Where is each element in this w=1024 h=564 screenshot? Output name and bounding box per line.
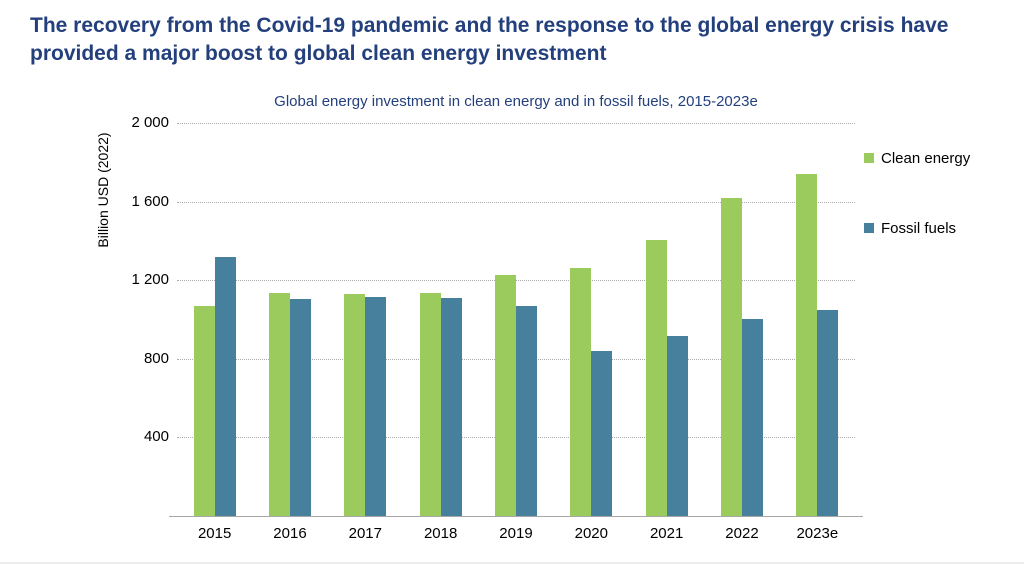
- legend-label: Fossil fuels: [881, 219, 957, 237]
- page-title: The recovery from the Covid-19 pandemic …: [30, 14, 949, 65]
- legend-item-clean-energy: Clean energy: [864, 149, 970, 167]
- y-tick-label-2000: 2 000: [131, 114, 169, 131]
- bar-fossil-fuels-2019: [516, 305, 537, 516]
- legend-item-fossil-fuels: Fossil fuels: [864, 219, 956, 237]
- x-tick-label-2021: 2021: [649, 525, 684, 542]
- y-tick-label-800: 800: [143, 349, 169, 367]
- x-tick-label-2018: 2018: [423, 525, 458, 542]
- x-tick-label-2016: 2016: [273, 525, 307, 542]
- gridline-2000: [177, 123, 855, 124]
- legend-swatch-icon: [864, 153, 874, 163]
- legend-label: Clean energy: [881, 149, 971, 167]
- bar-clean-energy-2017: [344, 293, 366, 516]
- bar-fossil-fuels-2021: [666, 336, 688, 516]
- bar-clean-energy-2023e: [796, 174, 818, 516]
- bar-fossil-fuels-2017: [365, 296, 387, 516]
- bar-fossil-fuels-2022: [742, 318, 763, 516]
- bar-clean-energy-2019: [495, 275, 516, 516]
- y-tick-label-1200: 1 200: [131, 271, 169, 289]
- y-tick-label-400: 400: [143, 428, 169, 446]
- y-axis-label: Billion USD (2022): [95, 132, 111, 248]
- gridline-1600: [177, 201, 855, 203]
- x-tick-label-2022: 2022: [725, 525, 759, 542]
- bar-fossil-fuels-2023e: [817, 309, 839, 516]
- bar-clean-energy-2021: [645, 239, 667, 516]
- bar-fossil-fuels-2015: [214, 256, 236, 516]
- gridline-1200: [177, 280, 855, 282]
- legend-swatch-icon: [864, 223, 874, 233]
- bar-fossil-fuels-2018: [440, 297, 462, 516]
- x-tick-label-2017: 2017: [348, 525, 382, 542]
- bar-clean-energy-2022: [721, 197, 742, 516]
- bar-fossil-fuels-2020: [591, 350, 613, 516]
- y-tick-label-1600: 1 600: [131, 192, 169, 210]
- x-tick-label-2020: 2020: [574, 525, 608, 542]
- x-tick-label-2023e: 2023e: [796, 525, 839, 542]
- chart-title: Global energy investment in clean energy…: [274, 93, 758, 110]
- bar-clean-energy-2016: [269, 292, 290, 516]
- x-tick-label-2019: 2019: [499, 525, 533, 542]
- bar-clean-energy-2018: [419, 292, 441, 516]
- bar-fossil-fuels-2016: [290, 298, 311, 516]
- x-axis-line: [169, 516, 863, 517]
- bar-clean-energy-2020: [570, 268, 592, 516]
- bar-clean-energy-2015: [193, 305, 215, 516]
- x-tick-label-2015: 2015: [197, 525, 232, 542]
